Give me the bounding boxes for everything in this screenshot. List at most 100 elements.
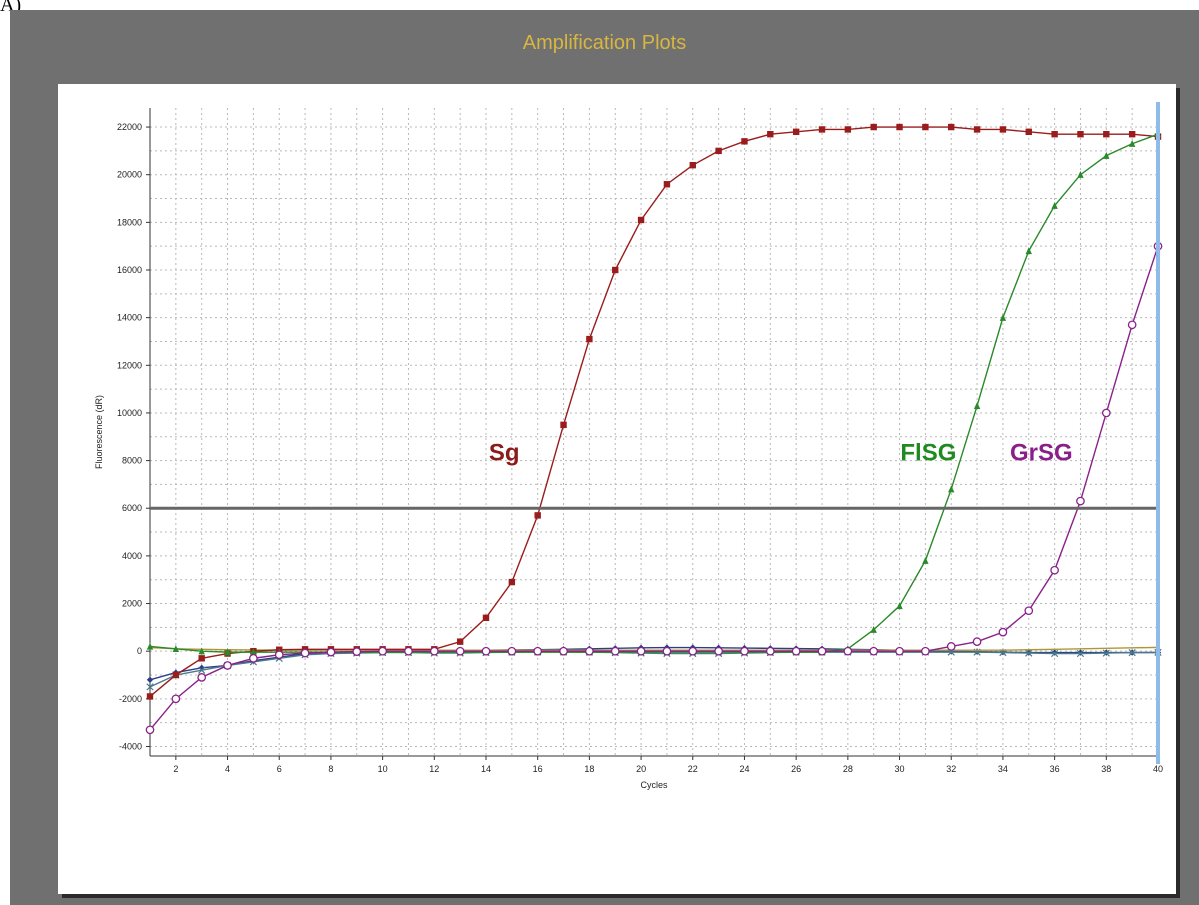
x-tick-label: 40 [1153, 764, 1163, 774]
data-point-grsg-15 [507, 646, 517, 656]
data-point-grsg-5 [249, 653, 258, 663]
data-point-sg-24 [741, 138, 748, 145]
y-tick-label: 2000 [122, 599, 142, 609]
plot-panel [58, 84, 1176, 894]
x-tick-label: 8 [328, 764, 333, 774]
data-point-flsg-4 [224, 648, 231, 656]
data-point-sg-32 [948, 123, 955, 131]
y-axis-label: Fluorescence (dR) [94, 395, 104, 469]
x-tick-label: 34 [998, 764, 1008, 774]
data-point-flsg-39 [1128, 140, 1136, 147]
series-line-grsg [149, 245, 1159, 731]
data-point-flsg-31 [922, 556, 929, 564]
x-tick-label: 12 [429, 764, 439, 774]
data-point-baseline-0-37 [1077, 649, 1084, 656]
data-point-grsg-35 [1024, 606, 1034, 616]
series-label-sg: Sg [489, 440, 520, 467]
data-point-sg-31 [922, 123, 929, 131]
data-point-grsg-30 [895, 646, 904, 656]
data-point-grsg-1 [145, 725, 155, 735]
data-point-sg-22 [689, 161, 696, 169]
data-point-grsg-17 [559, 646, 568, 656]
y-tick-label: -4000 [119, 741, 142, 751]
data-point-grsg-18 [585, 646, 594, 656]
data-point-sg-13 [456, 638, 464, 645]
data-point-grsg-34 [998, 627, 1008, 637]
x-tick-label: 30 [895, 764, 905, 774]
data-point-grsg-4 [223, 661, 232, 670]
y-tick-label: 14000 [117, 313, 142, 323]
data-point-baseline-1-39 [1128, 648, 1136, 657]
data-point-grsg-13 [455, 646, 465, 656]
x-tick-label: 6 [277, 764, 282, 774]
x-tick-label: 20 [636, 764, 646, 774]
data-point-grsg-22 [688, 646, 698, 656]
data-point-sg-25 [767, 131, 774, 138]
data-point-sg-21 [663, 181, 671, 188]
y-tick-label: 22000 [117, 122, 142, 132]
y-tick-label: 16000 [117, 265, 142, 275]
data-point-grsg-27 [817, 646, 827, 656]
x-tick-label: 4 [225, 764, 230, 774]
data-point-flsg-34 [999, 313, 1007, 321]
x-tick-label: 14 [481, 764, 491, 774]
data-point-grsg-24 [740, 646, 749, 656]
data-point-grsg-23 [714, 646, 723, 656]
data-point-flsg-30 [896, 602, 903, 610]
data-point-grsg-6 [274, 650, 284, 660]
y-tick-label: 6000 [122, 503, 142, 513]
data-point-flsg-3 [198, 647, 205, 655]
data-point-sg-15 [508, 578, 516, 586]
data-point-sg-2 [172, 671, 180, 679]
data-point-baseline-1-38 [1102, 649, 1110, 657]
data-point-flsg-29 [870, 626, 877, 633]
data-point-grsg-9 [352, 647, 362, 657]
data-point-grsg-36 [1050, 565, 1059, 575]
data-point-grsg-26 [791, 646, 801, 656]
x-tick-label: 26 [791, 764, 801, 774]
data-point-grsg-25 [765, 646, 775, 656]
data-point-grsg-32 [946, 642, 956, 651]
data-point-sg-19 [612, 266, 619, 274]
data-point-flsg-37 [1077, 171, 1084, 178]
data-point-sg-18 [586, 335, 593, 343]
data-point-baseline-1-3 [198, 666, 206, 674]
data-point-flsg-5 [250, 648, 257, 656]
series-label-grsg: GrSG [1010, 440, 1073, 467]
x-tick-label: 32 [946, 764, 956, 774]
data-point-grsg-19 [610, 646, 620, 656]
x-tick-label: 36 [1050, 764, 1060, 774]
data-point-sg-27 [818, 126, 826, 133]
data-point-grsg-7 [300, 648, 310, 658]
data-point-grsg-10 [378, 646, 387, 656]
x-tick-label: 16 [533, 764, 543, 774]
data-point-grsg-33 [972, 637, 982, 646]
y-tick-label: 18000 [117, 217, 142, 227]
data-point-sg-14 [482, 614, 490, 622]
data-point-grsg-3 [197, 673, 207, 682]
x-tick-label: 24 [739, 764, 749, 774]
data-point-grsg-12 [429, 646, 439, 656]
data-point-grsg-29 [869, 646, 879, 656]
data-point-grsg-2 [171, 694, 181, 704]
y-tick-label: 4000 [122, 551, 142, 561]
data-point-flsg-36 [1051, 201, 1058, 209]
data-point-sg-1 [146, 693, 154, 700]
data-point-flsg-2 [172, 645, 180, 652]
data-point-grsg-28 [843, 646, 853, 656]
data-point-sg-38 [1103, 131, 1110, 138]
data-point-sg-34 [999, 126, 1007, 133]
amplification-chart: 2 4 6 8 10 12 14 16 18 20 22 24 26 28 30 32 34 36 38 40-400… [94, 102, 1163, 790]
y-tick-label: 8000 [122, 456, 142, 466]
y-tick-label: 10000 [117, 408, 142, 418]
data-point-baseline-1-35 [1025, 649, 1033, 657]
data-point-grsg-31 [921, 646, 930, 656]
y-tick-label: 0 [137, 646, 142, 656]
data-point-sg-37 [1077, 131, 1084, 138]
data-point-grsg-8 [326, 647, 336, 657]
x-tick-label: 18 [584, 764, 594, 774]
data-point-sg-39 [1128, 131, 1136, 138]
data-point-grsg-11 [404, 646, 413, 656]
data-point-sg-35 [1025, 128, 1032, 136]
data-point-baseline-1-36 [1050, 649, 1059, 658]
